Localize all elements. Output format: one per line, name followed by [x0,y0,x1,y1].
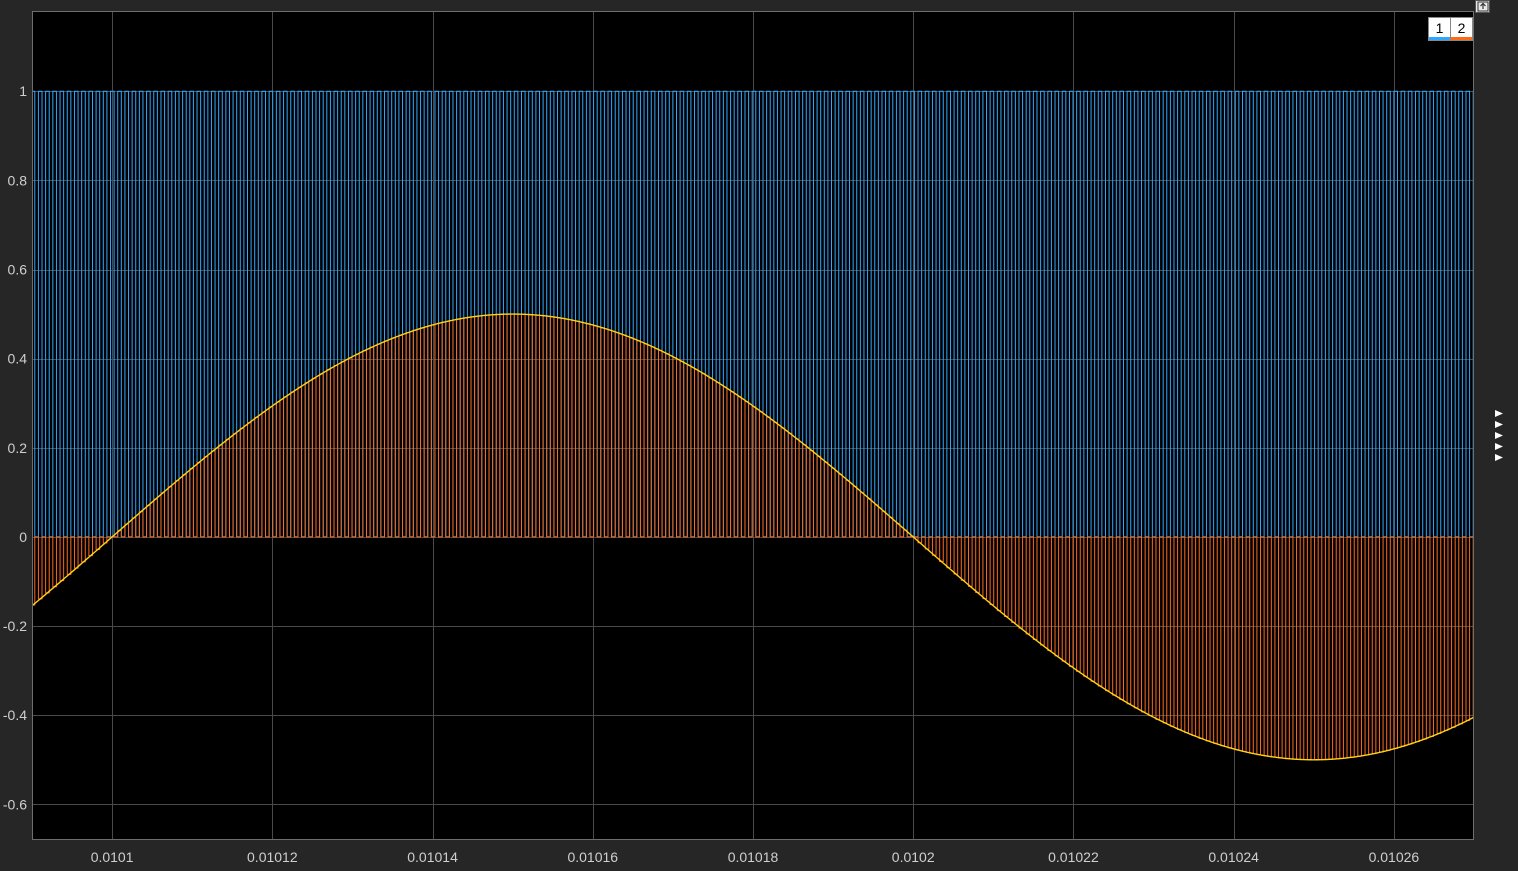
y-tick-label: 0.2 [8,440,28,456]
x-tick-label: 0.01024 [1208,849,1259,865]
undock-icon [1477,1,1489,12]
x-tick-label: 0.01018 [728,849,779,865]
x-tick-label: 0.01012 [247,849,298,865]
triangle-right-icon [1495,454,1503,461]
y-tick-label: 0.4 [8,351,28,367]
x-tick-label: 0.0101 [91,849,134,865]
y-tick-label: -0.2 [3,618,27,634]
y-tick-label: 0.6 [8,262,28,278]
y-tick-label: 0 [19,529,27,545]
x-tick-label: 0.01022 [1048,849,1099,865]
triangle-right-icon [1495,421,1503,428]
undock-button[interactable] [1475,0,1490,13]
y-tick-label: 0.8 [8,172,28,188]
legend: 1 2 [1428,17,1473,41]
x-tick-label: 0.01014 [407,849,458,865]
triangle-right-icon [1495,432,1503,439]
legend-entry-2[interactable]: 2 [1450,18,1472,40]
series-layer [32,90,1474,761]
tick-labels: 0.0101 0.01012 0.01014 0.01016 0.01018 0.0102… [3,83,1420,865]
x-tick-label: 0.0102 [892,849,935,865]
legend-entry-1[interactable]: 1 [1429,18,1450,40]
side-panel-toggle[interactable] [1494,408,1506,463]
y-tick-label: -0.6 [3,796,27,812]
triangle-right-icon [1495,443,1503,450]
x-tick-label: 0.01016 [567,849,618,865]
y-tick-label: 1 [19,83,27,99]
series-sine-line [32,313,1474,761]
triangle-right-icon [1495,410,1503,417]
x-tick-label: 0.01026 [1369,849,1420,865]
axes-frame [32,11,1474,840]
y-tick-label: -0.4 [3,707,27,723]
